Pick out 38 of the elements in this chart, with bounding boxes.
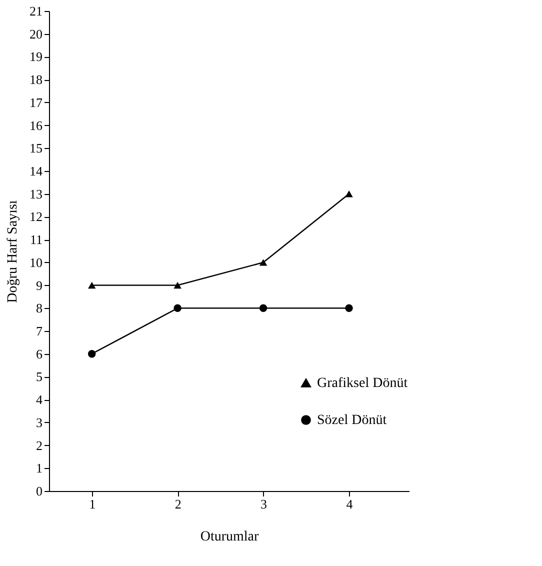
y-tick-label: 14 [30, 164, 43, 178]
y-tick-label: 7 [36, 324, 43, 338]
y-tick-label: 16 [30, 118, 43, 133]
y-axis-title: Doğru Harf Sayısı [6, 200, 20, 303]
y-tick-label: 9 [36, 278, 42, 293]
point [88, 282, 96, 289]
y-tick-label: 13 [30, 186, 42, 202]
x-tick-label: 1 [89, 496, 96, 512]
y-tick-label: 19 [30, 49, 42, 64]
y-tick-label: 4 [36, 392, 43, 408]
point [259, 259, 268, 266]
y-tick-label: 18 [30, 72, 42, 88]
x-axis-title: Oturumlar [200, 530, 259, 544]
x-tick-label: 4 [346, 496, 354, 512]
y-tick-label: 5 [36, 369, 42, 384]
y-tick-label: 15 [30, 140, 42, 156]
point [88, 350, 96, 358]
point [174, 282, 182, 289]
point [259, 304, 268, 312]
y-tick-label: 20 [30, 26, 42, 42]
point [174, 304, 182, 312]
y-tick-label: 12 [30, 209, 42, 224]
point [345, 190, 353, 198]
x-tick-label: 2 [174, 496, 182, 512]
y-tick-label: 1 [36, 460, 42, 476]
y-tick-label: 17 [30, 94, 43, 110]
y-tick-label: 6 [36, 346, 43, 362]
y-tick-label: 21 [30, 4, 42, 18]
y-tick-label: 3 [36, 414, 42, 430]
y-tick-label: 0 [36, 484, 42, 498]
point [345, 304, 353, 312]
legend-label: Grafiksel Dönüt [317, 376, 408, 391]
y-tick-label: 10 [30, 254, 42, 270]
legend-label: Sözel Dönüt [317, 413, 387, 428]
y-tick-label: 8 [36, 300, 42, 316]
y-tick-label: 2 [36, 438, 42, 453]
x-tick-label: 3 [260, 496, 268, 512]
y-tick-label: 11 [30, 232, 42, 248]
